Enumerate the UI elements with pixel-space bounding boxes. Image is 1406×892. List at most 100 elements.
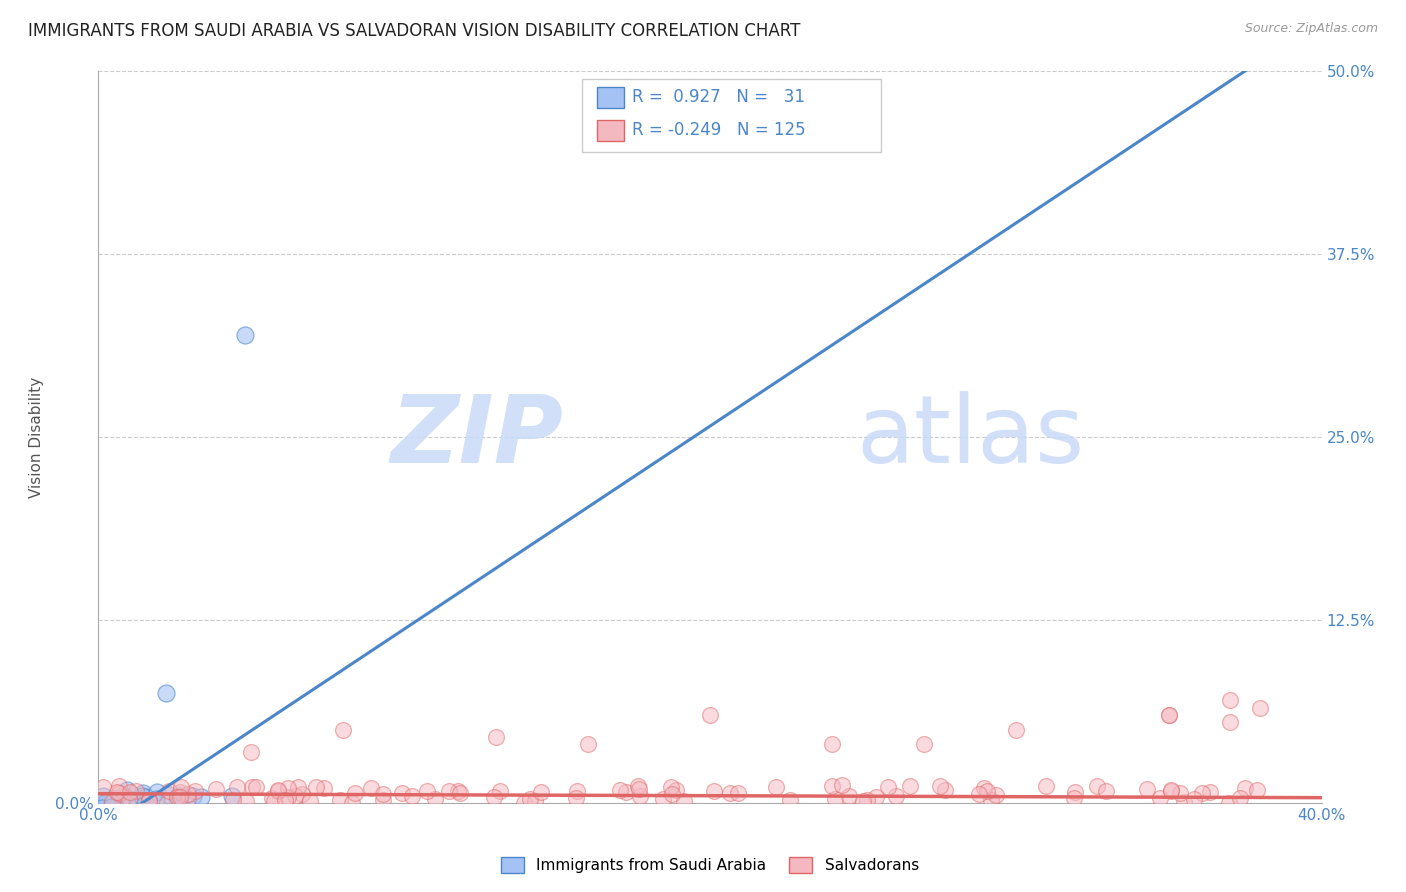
Text: atlas: atlas <box>856 391 1085 483</box>
Point <box>391 786 413 800</box>
Point <box>176 794 198 808</box>
Point <box>1233 780 1256 795</box>
Point <box>665 783 688 797</box>
Point <box>1063 790 1085 805</box>
Point <box>1249 700 1271 714</box>
Point <box>576 737 599 751</box>
Point <box>115 783 138 797</box>
Point <box>661 787 683 801</box>
Point <box>984 789 1007 803</box>
Point <box>423 791 446 805</box>
Point <box>221 789 243 803</box>
Point <box>267 783 290 797</box>
Point <box>135 790 157 805</box>
Point <box>235 794 257 808</box>
Point <box>184 784 207 798</box>
Point <box>1191 785 1213 799</box>
Point <box>138 794 160 808</box>
Point <box>856 793 879 807</box>
Point <box>263 794 285 808</box>
Legend: Immigrants from Saudi Arabia, Salvadorans: Immigrants from Saudi Arabia, Salvadoran… <box>495 851 925 880</box>
Point <box>779 793 801 807</box>
Point <box>821 779 844 793</box>
Point <box>343 786 366 800</box>
Point <box>118 791 141 805</box>
Point <box>969 787 991 801</box>
Point <box>111 796 134 810</box>
Y-axis label: Vision Disability: Vision Disability <box>28 376 44 498</box>
Point <box>703 784 725 798</box>
Point <box>329 793 352 807</box>
Point <box>298 794 321 808</box>
Point <box>266 784 288 798</box>
Point <box>928 779 950 793</box>
Point <box>609 782 631 797</box>
Point <box>1218 796 1240 810</box>
FancyBboxPatch shape <box>582 78 882 152</box>
Point <box>449 786 471 800</box>
Point <box>1173 796 1195 810</box>
Point <box>314 781 336 796</box>
Point <box>447 784 470 798</box>
Point <box>821 737 844 751</box>
Point <box>291 787 314 801</box>
Point <box>673 794 696 808</box>
Point <box>124 783 146 797</box>
Point <box>233 327 256 342</box>
Point <box>117 791 139 805</box>
Point <box>277 789 299 804</box>
Point <box>1157 708 1180 723</box>
Point <box>934 783 956 797</box>
Point <box>94 795 117 809</box>
Point <box>877 780 900 794</box>
Point <box>240 745 263 759</box>
Point <box>121 796 143 810</box>
Point <box>284 789 307 803</box>
Point <box>530 785 553 799</box>
Point <box>204 782 226 797</box>
Point <box>1246 783 1268 797</box>
Point <box>101 795 124 809</box>
Point <box>1064 785 1087 799</box>
Point <box>628 789 651 804</box>
Text: ZIP: ZIP <box>391 391 564 483</box>
Point <box>1219 715 1241 730</box>
Point <box>108 780 131 794</box>
Point <box>401 789 423 803</box>
Point <box>1160 784 1182 798</box>
Point <box>824 792 846 806</box>
Point <box>156 796 179 810</box>
Point <box>439 784 461 798</box>
Point <box>101 792 124 806</box>
Point <box>114 789 136 803</box>
Point <box>277 781 299 796</box>
Point <box>262 791 284 805</box>
Point <box>513 796 536 810</box>
Point <box>131 789 153 804</box>
Point <box>485 730 508 744</box>
Point <box>838 789 860 803</box>
Point <box>138 792 160 806</box>
Point <box>107 791 129 805</box>
Point <box>973 780 995 795</box>
Point <box>565 783 588 797</box>
Point <box>865 790 887 805</box>
Point <box>245 780 267 794</box>
Point <box>127 792 149 806</box>
Text: R =  0.927   N =   31: R = 0.927 N = 31 <box>631 88 804 106</box>
Point <box>181 789 204 803</box>
Point <box>519 792 541 806</box>
Point <box>1199 785 1222 799</box>
Point <box>1168 786 1191 800</box>
Bar <box>598 87 624 108</box>
Point <box>1219 693 1241 707</box>
Point <box>482 790 505 805</box>
Text: R = -0.249   N = 125: R = -0.249 N = 125 <box>631 121 806 139</box>
Point <box>980 793 1002 807</box>
Point <box>111 790 134 805</box>
Text: IMMIGRANTS FROM SAUDI ARABIA VS SALVADORAN VISION DISABILITY CORRELATION CHART: IMMIGRANTS FROM SAUDI ARABIA VS SALVADOR… <box>28 22 800 40</box>
Point <box>135 796 157 810</box>
Point <box>360 780 382 795</box>
Point <box>170 780 193 794</box>
Point <box>852 794 875 808</box>
